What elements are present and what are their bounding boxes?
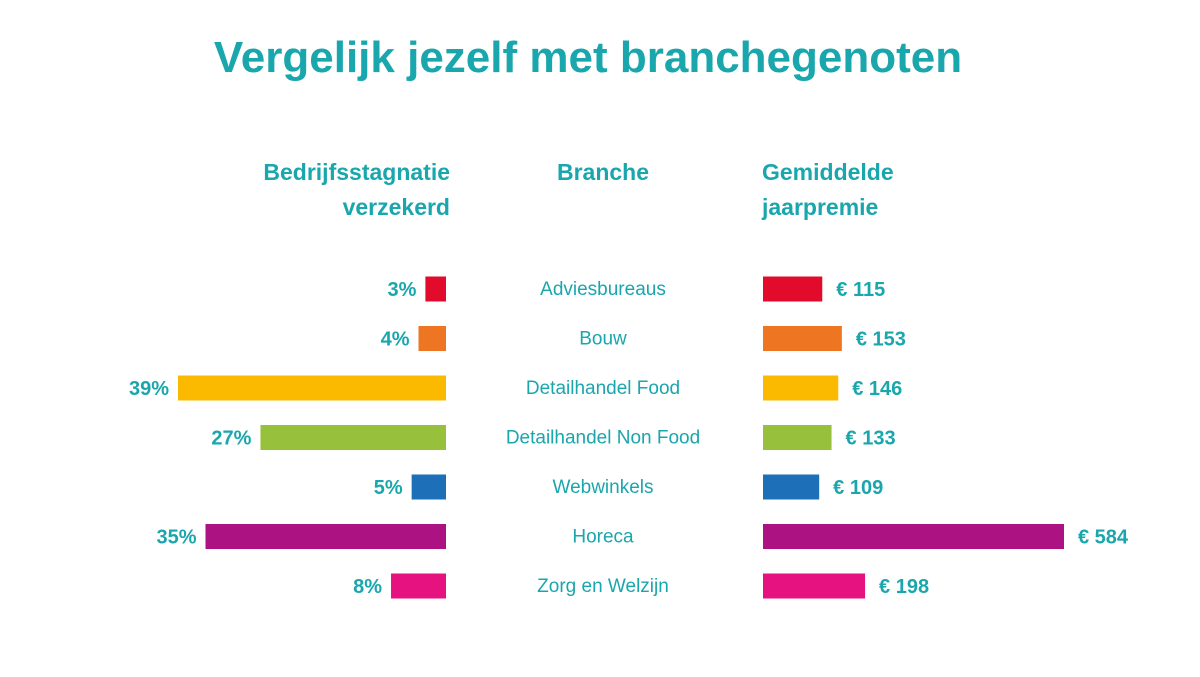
left-bar xyxy=(205,524,446,549)
left-bar-label: 35% xyxy=(156,527,196,549)
right-bar-label: € 133 xyxy=(846,428,896,450)
right-bar xyxy=(763,573,866,599)
category-label: Zorg en Welzijn xyxy=(537,576,669,597)
header-right-line2: jaarpremie xyxy=(761,194,878,220)
right-bar xyxy=(763,474,820,500)
right-bar xyxy=(763,425,832,450)
right-bar-label: € 584 xyxy=(1078,527,1129,549)
chart-marks: 3% Adviesbureaus € 115 4% Bouw € 153 39% Detail… xyxy=(129,276,1129,599)
header-left-line2: verzekerd xyxy=(343,194,450,220)
left-bar-label: 3% xyxy=(387,279,416,301)
right-bar xyxy=(763,524,1064,549)
category-label: Horeca xyxy=(572,527,634,548)
category-label: Bouw xyxy=(579,329,627,350)
left-bar-label: 8% xyxy=(353,576,382,598)
header-middle: Branche xyxy=(557,159,649,185)
right-bar xyxy=(763,276,823,302)
chart-title: Vergelijk jezelf met branchegenoten xyxy=(214,33,962,82)
left-bar-label: 4% xyxy=(381,329,410,351)
right-bar xyxy=(763,326,842,351)
category-label: Webwinkels xyxy=(552,477,653,498)
right-bar-label: € 153 xyxy=(856,329,906,351)
left-bar-label: 27% xyxy=(211,428,251,450)
left-bar-label: 5% xyxy=(374,477,403,499)
right-bar-label: € 115 xyxy=(836,279,885,301)
right-bar-label: € 198 xyxy=(879,576,929,598)
category-label: Detailhandel Non Food xyxy=(506,428,700,449)
left-bar-label: 39% xyxy=(129,378,169,400)
category-label: Adviesbureaus xyxy=(540,279,666,300)
right-bar-label: € 146 xyxy=(852,378,902,400)
left-bar xyxy=(411,474,446,500)
right-bar-label: € 109 xyxy=(833,477,883,499)
left-bar xyxy=(418,326,446,351)
category-label: Detailhandel Food xyxy=(526,378,680,399)
left-bar xyxy=(425,276,446,302)
right-bar xyxy=(763,375,839,401)
left-bar xyxy=(391,573,446,599)
left-bar xyxy=(260,425,446,450)
header-right-line1: Gemiddelde xyxy=(762,159,894,185)
left-bar xyxy=(178,375,446,401)
header-left-line1: Bedrijfsstagnatie xyxy=(263,159,450,185)
